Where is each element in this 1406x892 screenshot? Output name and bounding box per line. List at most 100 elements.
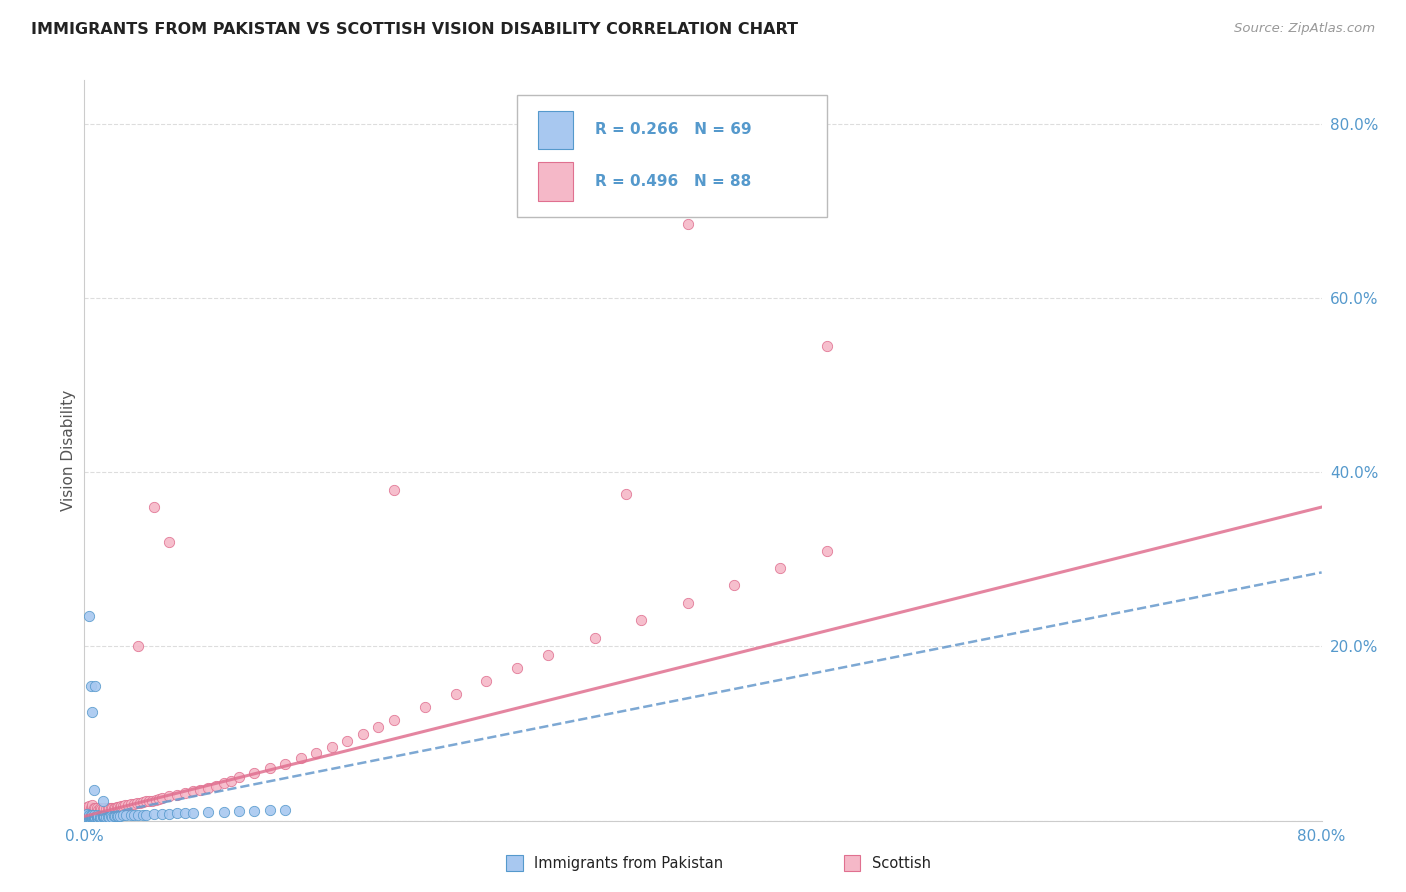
Point [87,803,110,817]
Point [145,793,167,807]
Point [506,661,529,675]
Point [83,800,105,814]
Point [219,773,242,788]
Point [77,798,100,813]
Point [630,613,652,627]
Point [197,805,219,819]
Point [75,801,97,815]
Point [76,810,98,824]
Point [101,800,124,814]
Point [89,804,111,818]
Point [259,803,281,817]
Point [367,720,389,734]
FancyBboxPatch shape [517,95,827,218]
Point [103,809,125,823]
Point [274,803,297,817]
Point [96,810,118,824]
Point [114,797,136,812]
Point [769,561,792,575]
Text: Source: ZipAtlas.com: Source: ZipAtlas.com [1234,22,1375,36]
Point [77,809,100,823]
Point [143,806,166,821]
Point [86,808,108,822]
Point [84,811,107,825]
Point [243,804,266,818]
Point [107,809,129,823]
Point [76,808,98,822]
Point [159,535,180,549]
Point [94,802,117,816]
Point [815,543,838,558]
Point [83,805,105,819]
Point [103,800,125,814]
Point [79,810,101,824]
Point [132,795,155,809]
Point [122,808,145,822]
Point [82,807,104,822]
Point [93,809,115,823]
Point [82,809,104,823]
Point [135,807,157,822]
Point [382,714,405,728]
Point [86,800,108,814]
Point [82,797,104,812]
Point [77,805,100,820]
Point [90,810,112,824]
Point [122,797,145,811]
Point [148,792,170,806]
Point [614,487,637,501]
Point [82,811,104,825]
Point [89,810,111,824]
Point [413,700,436,714]
Point [159,789,180,804]
Point [197,781,219,796]
Point [100,800,122,814]
Point [115,808,138,822]
Point [181,784,204,798]
Point [83,809,105,823]
Point [76,799,98,814]
Point [108,799,131,814]
Point [117,797,139,812]
Point [76,806,98,821]
Point [475,674,498,689]
Point [723,578,745,592]
Point [89,811,111,825]
Point [90,802,112,816]
Point [127,640,149,654]
Point [129,796,152,810]
Point [79,800,101,814]
Point [77,810,100,824]
Point [87,811,110,825]
Point [676,596,699,610]
Text: R = 0.266   N = 69: R = 0.266 N = 69 [595,122,752,137]
Point [91,794,114,808]
Text: IMMIGRANTS FROM PAKISTAN VS SCOTTISH VISION DISABILITY CORRELATION CHART: IMMIGRANTS FROM PAKISTAN VS SCOTTISH VIS… [31,22,799,37]
Point [150,791,173,805]
Point [259,761,281,775]
Point [76,812,98,826]
Point [815,339,838,353]
Point [105,799,128,814]
Point [98,810,121,824]
Point [98,801,121,815]
Point [120,797,142,811]
Point [174,805,197,820]
Point [444,687,467,701]
Point [181,805,204,820]
Point [125,796,148,810]
Point [83,783,105,797]
Point [94,810,117,824]
Point [75,809,97,823]
Point [82,805,104,820]
Point [76,806,98,821]
Point [93,801,115,815]
Point [79,812,101,826]
Point [305,746,328,760]
Point [77,609,100,624]
Point [112,798,135,813]
Y-axis label: Vision Disability: Vision Disability [60,390,76,511]
Point [243,765,266,780]
Point [91,809,114,823]
Point [79,805,101,819]
